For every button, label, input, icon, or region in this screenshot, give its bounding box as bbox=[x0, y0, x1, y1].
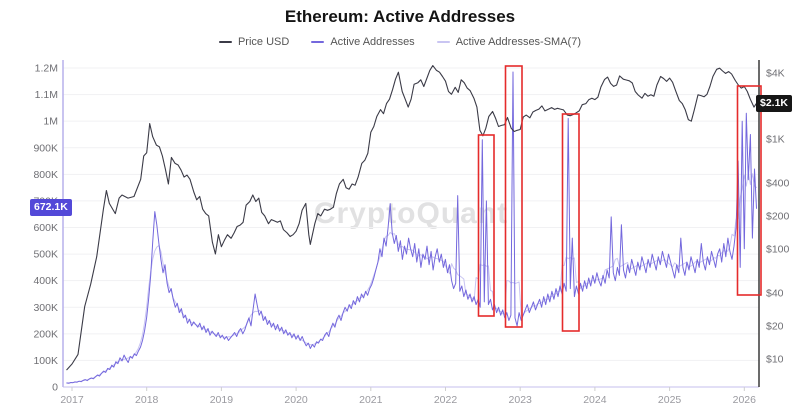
left-axis-labels: 0100K200K300K400K500K600K700K800K900K1M1… bbox=[33, 63, 58, 394]
highlight-box bbox=[477, 134, 495, 317]
x-axis-tick-label: 2025 bbox=[658, 394, 682, 406]
chart-title: Ethereum: Active Addresses bbox=[284, 7, 516, 26]
left-axis-tick-label: 1M bbox=[43, 116, 58, 128]
x-axis-tick-label: 2023 bbox=[509, 394, 533, 406]
x-axis-tick-label: 2019 bbox=[210, 394, 234, 406]
right-axis-tick-label: $20 bbox=[766, 320, 784, 332]
right-axis-tick-label: $1K bbox=[766, 134, 785, 146]
left-axis-tick-label: 1.2M bbox=[35, 63, 58, 75]
price-usd-line bbox=[66, 65, 757, 371]
highlight-box bbox=[736, 85, 762, 296]
left-axis-tick-label: 500K bbox=[33, 249, 58, 261]
legend-item-price-usd[interactable]: Price USD bbox=[218, 36, 290, 48]
cryptoquant-watermark: CryptoQuant bbox=[313, 197, 509, 230]
legend-item-active-addresses[interactable]: Active Addresses bbox=[311, 36, 415, 48]
active-addresses-line bbox=[66, 71, 757, 384]
active-addresses-sma-line bbox=[66, 171, 757, 384]
highlight-box bbox=[504, 65, 523, 328]
legend-item-active-addresses-sma[interactable]: Active Addresses-SMA(7) bbox=[436, 36, 582, 48]
gridlines bbox=[63, 67, 759, 361]
price-value-badge: $2.1K bbox=[756, 95, 793, 112]
x-axis-labels: 2017 2018 2019 2020 2021 2022 2023 2024 2025 2026 bbox=[60, 387, 756, 406]
left-axis-tick-label: 100K bbox=[33, 355, 58, 367]
legend-label: Price USD bbox=[237, 36, 290, 48]
highlight-boxes bbox=[477, 65, 762, 332]
active-addresses-line-swatch-icon bbox=[311, 41, 325, 43]
legend-label: Active Addresses bbox=[330, 36, 415, 48]
legend-label: Active Addresses-SMA(7) bbox=[455, 36, 582, 48]
left-axis-tick-label: 300K bbox=[33, 302, 58, 314]
x-axis-tick-label: 2018 bbox=[135, 394, 159, 406]
x-axis-tick-label: 2021 bbox=[359, 394, 383, 406]
right-axis-tick-label: $4K bbox=[766, 67, 785, 79]
right-axis-tick-label: $40 bbox=[766, 287, 784, 299]
x-axis-tick-label: 2020 bbox=[284, 394, 308, 406]
left-axis-tick-label: 600K bbox=[33, 222, 58, 234]
chart-legend: Price USD Active Addresses Active Addres… bbox=[0, 36, 800, 48]
left-axis-tick-label: 0 bbox=[52, 382, 58, 394]
x-axis-tick-label: 2022 bbox=[434, 394, 458, 406]
price-line-swatch-icon bbox=[218, 41, 232, 43]
right-axis-labels: $10 $20 $40 $100 $200 $400 $1K $4K bbox=[766, 67, 790, 365]
left-axis-tick-label: 1.1M bbox=[35, 89, 58, 101]
x-axis-tick-label: 2026 bbox=[733, 394, 757, 406]
highlight-box bbox=[561, 113, 580, 332]
left-axis-tick-label: 200K bbox=[33, 328, 58, 340]
x-axis-tick-label: 2024 bbox=[583, 394, 607, 406]
data-series bbox=[66, 65, 757, 384]
right-axis-tick-label: $10 bbox=[766, 354, 784, 366]
left-axis-tick-label: 800K bbox=[33, 169, 58, 181]
right-axis-tick-label: $400 bbox=[766, 177, 790, 189]
axis-lines bbox=[62, 60, 760, 388]
x-axis-tick-label: 2017 bbox=[60, 394, 84, 406]
right-axis-tick-label: $200 bbox=[766, 210, 790, 222]
left-axis-tick-label: 400K bbox=[33, 275, 58, 287]
active-addresses-value-badge: 672.1K bbox=[30, 199, 72, 216]
right-axis-tick-label: $100 bbox=[766, 244, 790, 256]
sma-line-swatch-icon bbox=[436, 41, 450, 43]
left-axis-tick-label: 900K bbox=[33, 142, 58, 154]
